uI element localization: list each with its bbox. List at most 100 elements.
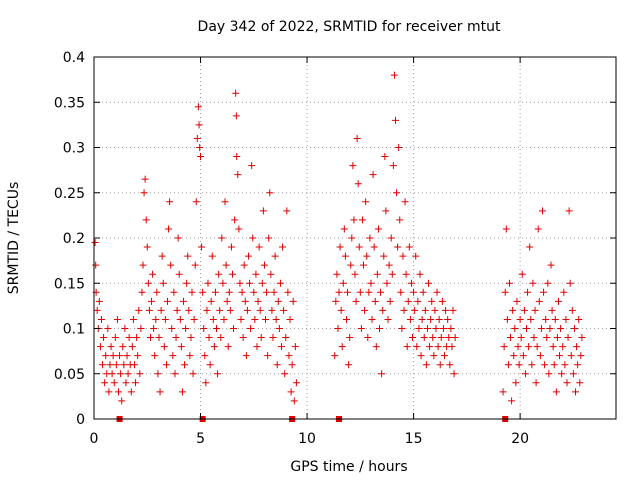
data-point: [409, 334, 417, 342]
data-point: [242, 352, 250, 360]
data-point: [142, 216, 150, 224]
data-point: [169, 352, 177, 360]
data-point: [356, 288, 364, 296]
data-point: [556, 352, 564, 360]
data-point: [190, 315, 198, 323]
data-point: [171, 370, 179, 378]
data-point: [331, 352, 339, 360]
data-point: [507, 334, 515, 342]
data-point: [161, 315, 169, 323]
x-tick-label: 10: [298, 431, 316, 447]
data-point: [165, 225, 173, 233]
data-point: [106, 361, 114, 369]
data-point: [551, 315, 559, 323]
data-point: [130, 361, 138, 369]
data-point: [340, 225, 348, 233]
data-point: [552, 388, 560, 396]
data-point: [554, 297, 562, 305]
data-point: [557, 325, 565, 332]
data-point: [160, 343, 168, 351]
data-point: [360, 261, 368, 269]
data-point: [542, 315, 550, 323]
data-point: [272, 315, 280, 323]
data-point: [236, 279, 244, 287]
data-point: [368, 315, 376, 323]
data-point: [448, 343, 456, 351]
data-point: [132, 379, 140, 387]
data-point: [151, 352, 159, 360]
data-point: [390, 71, 398, 79]
data-point: [178, 388, 186, 396]
data-point: [186, 352, 194, 360]
data-point: [337, 306, 345, 314]
data-point: [380, 252, 388, 260]
data-point: [533, 343, 541, 351]
data-point: [517, 334, 525, 342]
data-point: [232, 112, 240, 120]
data-point: [381, 153, 389, 161]
data-point: [192, 198, 200, 206]
data-point: [95, 297, 103, 305]
data-point: [546, 325, 554, 332]
data-point: [166, 198, 174, 206]
data-point: [247, 325, 255, 332]
data-point: [173, 306, 181, 314]
data-point: [418, 315, 426, 323]
data-point: [524, 288, 532, 296]
data-point: [248, 162, 256, 170]
data-point: [400, 306, 408, 314]
data-point: [277, 343, 285, 351]
data-point: [155, 334, 163, 342]
data-point: [369, 171, 377, 179]
data-point: [255, 243, 263, 251]
data-point: [209, 315, 217, 323]
data-point: [115, 388, 123, 396]
data-point: [365, 288, 373, 296]
data-point: [222, 261, 230, 269]
data-point: [431, 306, 439, 314]
data-point: [354, 180, 362, 188]
data-point: [397, 288, 405, 296]
data-point: [434, 343, 442, 351]
data-point: [510, 352, 518, 360]
data-point: [93, 306, 101, 314]
data-point: [575, 315, 583, 323]
data-point: [183, 279, 191, 287]
data-point: [427, 315, 435, 323]
data-point: [168, 325, 176, 332]
data-point: [512, 379, 520, 387]
data-point: [198, 243, 206, 251]
data-point: [545, 370, 553, 378]
data-point: [217, 334, 225, 342]
data-point: [442, 306, 450, 314]
data-point: [128, 343, 136, 351]
data-point: [411, 306, 419, 314]
data-point: [220, 315, 228, 323]
data-point: [256, 306, 264, 314]
data-point: [349, 162, 357, 170]
data-point: [290, 397, 298, 405]
data-point: [137, 325, 145, 332]
data-point: [361, 306, 369, 314]
data-point: [566, 279, 574, 287]
data-point: [422, 361, 430, 369]
data-point: [446, 361, 454, 369]
data-point: [266, 189, 274, 197]
data-point: [164, 297, 172, 305]
data-point: [201, 352, 209, 360]
data-point: [97, 315, 105, 323]
data-point: [113, 315, 121, 323]
data-point: [378, 370, 386, 378]
data-point: [440, 352, 448, 360]
data-point: [143, 243, 151, 251]
data-point: [158, 252, 166, 260]
data-point: [280, 306, 288, 314]
data-point: [205, 334, 213, 342]
y-tick-label: 0.05: [54, 367, 85, 383]
data-point: [214, 370, 222, 378]
data-point: [105, 388, 113, 396]
data-point: [426, 343, 434, 351]
data-point: [191, 261, 199, 269]
data-point: [573, 343, 581, 351]
data-point: [351, 270, 359, 278]
